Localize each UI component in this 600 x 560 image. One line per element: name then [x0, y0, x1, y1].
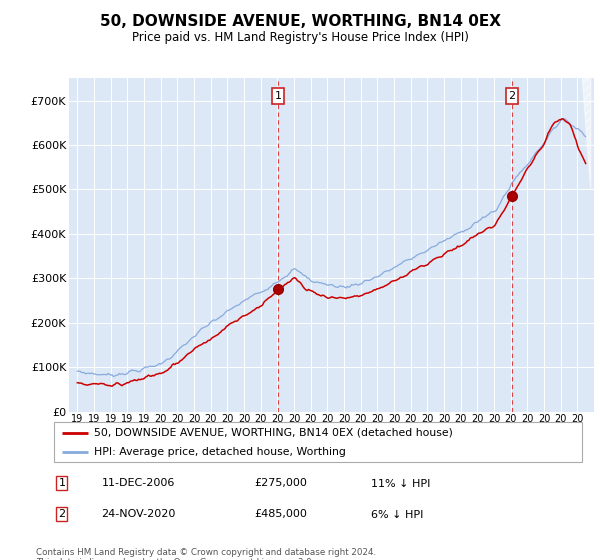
- Text: 11-DEC-2006: 11-DEC-2006: [101, 478, 175, 488]
- Text: 1: 1: [58, 478, 65, 488]
- Text: 11% ↓ HPI: 11% ↓ HPI: [371, 478, 430, 488]
- FancyBboxPatch shape: [54, 422, 582, 462]
- Text: 24-NOV-2020: 24-NOV-2020: [101, 510, 176, 520]
- Text: £485,000: £485,000: [254, 510, 308, 520]
- Text: Contains HM Land Registry data © Crown copyright and database right 2024.
This d: Contains HM Land Registry data © Crown c…: [36, 548, 376, 560]
- Text: 50, DOWNSIDE AVENUE, WORTHING, BN14 0EX: 50, DOWNSIDE AVENUE, WORTHING, BN14 0EX: [100, 14, 500, 29]
- Text: HPI: Average price, detached house, Worthing: HPI: Average price, detached house, Wort…: [94, 447, 346, 457]
- Text: Price paid vs. HM Land Registry's House Price Index (HPI): Price paid vs. HM Land Registry's House …: [131, 31, 469, 44]
- Polygon shape: [583, 78, 590, 189]
- Text: 50, DOWNSIDE AVENUE, WORTHING, BN14 0EX (detached house): 50, DOWNSIDE AVENUE, WORTHING, BN14 0EX …: [94, 428, 452, 437]
- Text: 1: 1: [274, 91, 281, 101]
- Text: 2: 2: [58, 510, 65, 520]
- Text: 2: 2: [508, 91, 515, 101]
- Text: £275,000: £275,000: [254, 478, 308, 488]
- Text: 6% ↓ HPI: 6% ↓ HPI: [371, 510, 423, 520]
